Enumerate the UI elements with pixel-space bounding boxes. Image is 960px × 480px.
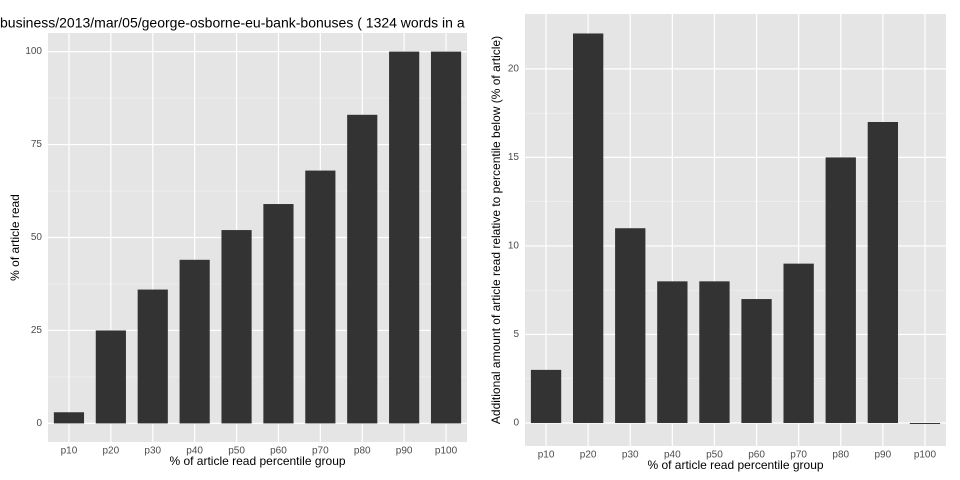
y-tick-label: 20 bbox=[508, 64, 520, 75]
x-tick-label: p60 bbox=[748, 450, 765, 461]
bar bbox=[263, 204, 294, 424]
bar bbox=[221, 230, 252, 424]
x-tick-label: p40 bbox=[664, 450, 681, 461]
y-tick-label: 50 bbox=[31, 232, 43, 243]
x-tick-label: p10 bbox=[538, 450, 555, 461]
x-tick-label: p10 bbox=[61, 446, 78, 457]
chart-title: business/2013/mar/05/george-osborne-eu-b… bbox=[0, 15, 465, 31]
bar bbox=[741, 299, 772, 423]
bar bbox=[53, 412, 85, 424]
bar bbox=[389, 51, 420, 424]
x-axis-title: % of article read percentile group bbox=[647, 458, 823, 472]
y-tick-label: 0 bbox=[36, 418, 42, 429]
bar bbox=[530, 369, 562, 423]
y-tick-label: 15 bbox=[508, 152, 520, 163]
x-tick-label: p40 bbox=[186, 446, 203, 457]
bar bbox=[305, 170, 336, 424]
x-tick-label: p80 bbox=[354, 446, 371, 457]
bar bbox=[95, 330, 126, 424]
bar bbox=[572, 33, 604, 423]
x-tick-label: p20 bbox=[103, 446, 120, 457]
bar bbox=[615, 228, 646, 423]
x-tick-label: p60 bbox=[270, 446, 287, 457]
x-tick-label: p30 bbox=[144, 446, 161, 457]
y-tick-label: 25 bbox=[31, 325, 43, 336]
y-tick-label: 100 bbox=[25, 46, 42, 57]
x-tick-label: p100 bbox=[914, 450, 937, 461]
bar bbox=[699, 281, 730, 423]
bar bbox=[137, 289, 168, 424]
bar bbox=[825, 157, 856, 423]
y-axis-title: % of article read bbox=[8, 194, 22, 281]
x-tick-label: p50 bbox=[228, 446, 245, 457]
y-axis-title: Additional amount of article read relati… bbox=[489, 36, 503, 424]
x-tick-label: p70 bbox=[312, 446, 329, 457]
bar bbox=[347, 114, 378, 424]
x-tick-label: p70 bbox=[790, 450, 807, 461]
bar bbox=[430, 51, 462, 424]
bar bbox=[179, 259, 210, 424]
y-tick-label: 0 bbox=[513, 418, 519, 429]
x-axis-title: % of article read percentile group bbox=[169, 454, 345, 468]
x-tick-label: p100 bbox=[435, 446, 458, 457]
bar bbox=[783, 263, 814, 423]
bar bbox=[867, 122, 899, 423]
x-tick-label: p90 bbox=[875, 450, 892, 461]
bar bbox=[909, 422, 941, 424]
x-tick-label: p90 bbox=[396, 446, 413, 457]
x-tick-label: p30 bbox=[622, 450, 639, 461]
y-tick-label: 75 bbox=[31, 139, 43, 150]
x-tick-label: p20 bbox=[580, 450, 597, 461]
y-tick-label: 5 bbox=[513, 329, 519, 340]
x-tick-label: p80 bbox=[832, 450, 849, 461]
y-tick-label: 10 bbox=[508, 241, 520, 252]
x-tick-label: p50 bbox=[706, 450, 723, 461]
bar bbox=[657, 281, 688, 423]
